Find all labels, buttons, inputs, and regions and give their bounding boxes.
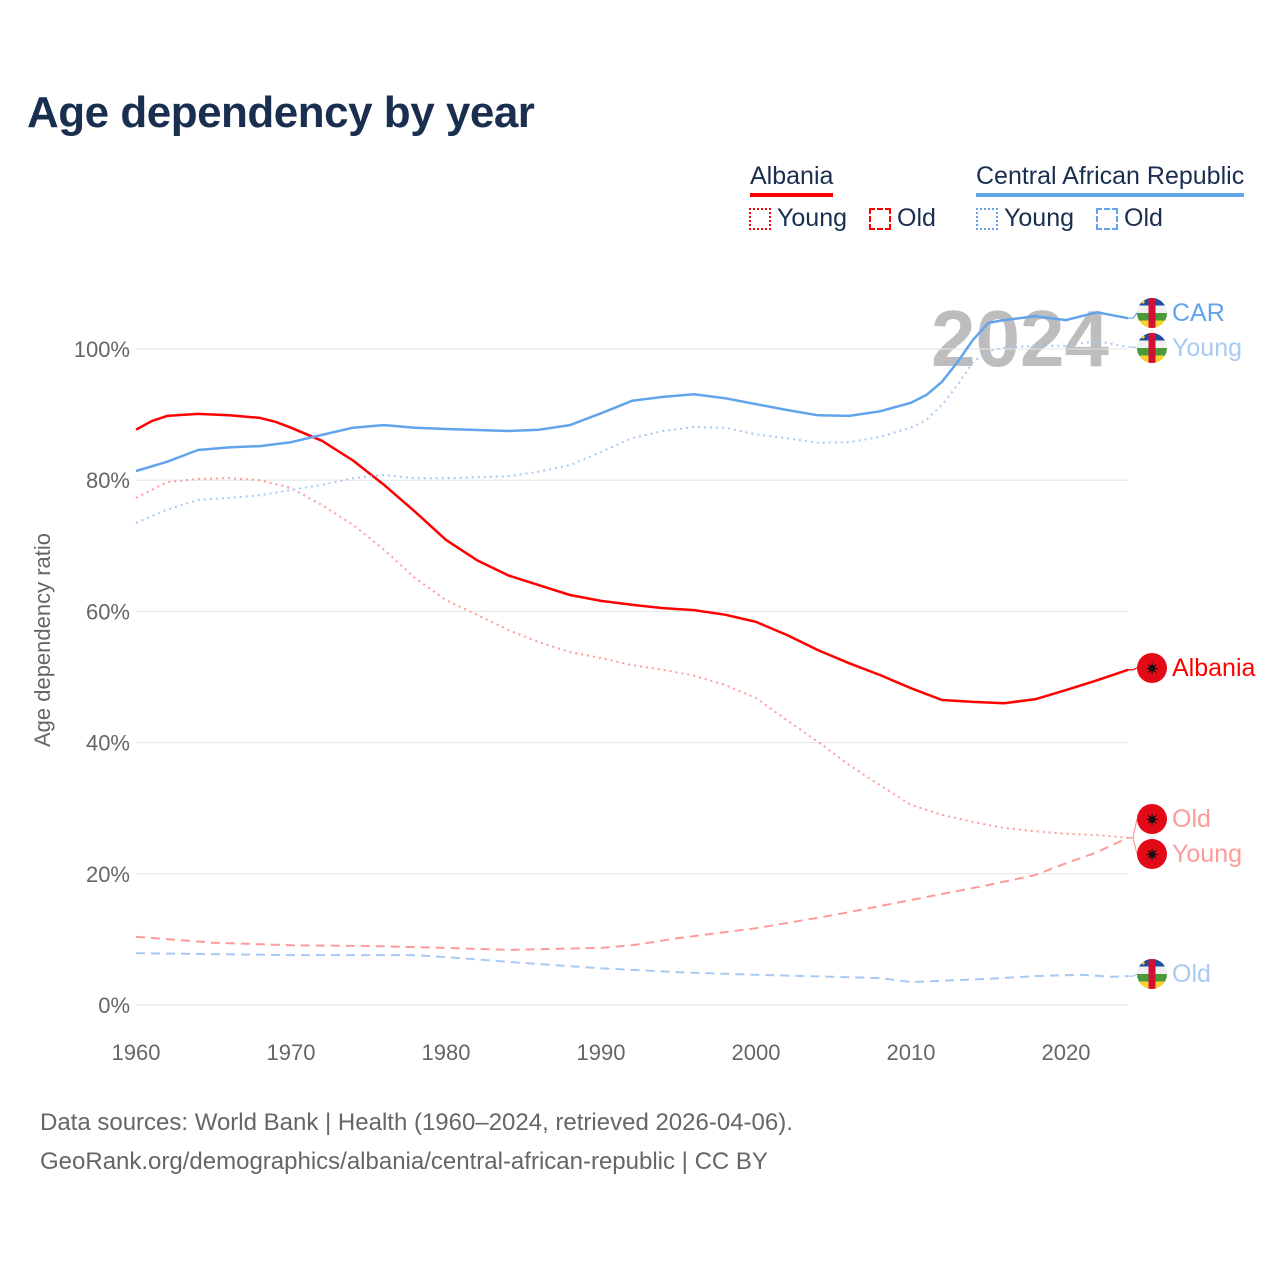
label-connector (1128, 667, 1138, 671)
dashed-swatch-icon (869, 207, 891, 230)
x-tick-label: 1970 (267, 1040, 316, 1065)
series-line-albania-young (135, 477, 1129, 839)
y-axis-label: Age dependency ratio (30, 533, 55, 747)
eagle-icon: ✷ (1144, 845, 1159, 865)
x-tick-label: 2010 (887, 1040, 936, 1065)
legend-label: Young (777, 204, 847, 232)
car-flag-icon (1137, 333, 1167, 363)
x-tick-label: 2000 (732, 1040, 781, 1065)
albania-flag-icon (1137, 804, 1167, 834)
y-tick-label: 40% (86, 731, 130, 756)
x-tick-label: 1990 (577, 1040, 626, 1065)
label-connector (1128, 973, 1138, 977)
label-connector (1128, 818, 1138, 839)
year-watermark: 2024 (931, 294, 1109, 383)
label-connector (1128, 312, 1138, 319)
end-label: Young (1172, 840, 1242, 868)
end-label: Old (1172, 805, 1211, 833)
series-line-car-young (135, 340, 1129, 524)
end-label: Albania (1172, 654, 1255, 682)
end-label: CAR (1172, 299, 1225, 327)
series-line-albania-old (135, 836, 1129, 951)
legend-label: Young (1004, 204, 1074, 232)
legend-albania-young[interactable]: Young (749, 204, 847, 233)
legend-albania[interactable]: Albania (750, 162, 834, 197)
series-line-car (135, 311, 1129, 473)
y-tick-label: 20% (86, 862, 130, 887)
car-flag-icon (1137, 298, 1167, 328)
y-tick-label: 100% (74, 337, 130, 362)
series-line-albania (135, 412, 1129, 705)
legend-label: Old (897, 204, 936, 232)
eagle-icon: ✷ (1144, 810, 1159, 830)
legend-label: Old (1124, 204, 1163, 232)
y-tick-label: 60% (86, 599, 130, 624)
car-flag-icon (1137, 959, 1167, 989)
dotted-swatch-icon (976, 207, 998, 230)
end-label: Old (1172, 960, 1211, 988)
y-tick-label: 80% (86, 468, 130, 493)
x-tick-label: 2020 (1042, 1040, 1091, 1065)
legend-car-old[interactable]: Old (1096, 204, 1163, 233)
footer-sources: Data sources: World Bank | Health (1960–… (40, 1109, 793, 1136)
legend-car[interactable]: Central African Republic (976, 162, 1245, 197)
dotted-swatch-icon (749, 207, 771, 230)
legend-car-young[interactable]: Young (976, 204, 1074, 233)
eagle-icon: ✷ (1144, 659, 1159, 679)
end-label: Young (1172, 334, 1242, 362)
chart-title: Age dependency by year (27, 88, 535, 137)
footer-link[interactable]: GeoRank.org/demographics/albania/central… (40, 1148, 768, 1175)
series-line-car-old (135, 952, 1129, 983)
y-tick-label: 0% (98, 993, 130, 1018)
dashed-swatch-icon (1096, 207, 1118, 230)
x-tick-label: 1960 (112, 1040, 161, 1065)
label-connector (1128, 346, 1138, 349)
x-tick-label: 1980 (422, 1040, 471, 1065)
legend-albania-old[interactable]: Old (869, 204, 936, 233)
label-connector (1128, 837, 1138, 855)
albania-flag-icon (1137, 653, 1167, 683)
albania-flag-icon (1137, 839, 1167, 869)
